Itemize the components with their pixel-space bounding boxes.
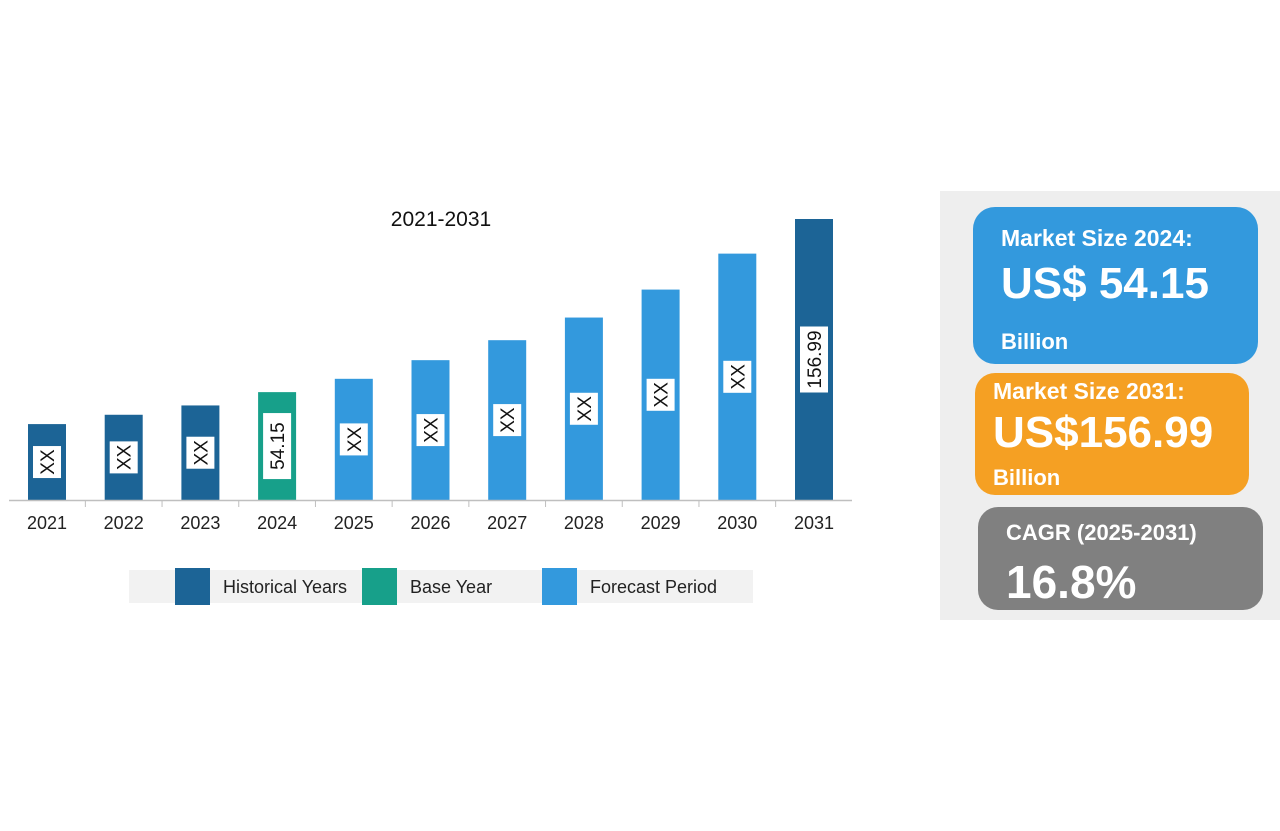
x-tick-label-2028: 2028 — [564, 513, 604, 533]
market-size-2024-unit: Billion — [1001, 329, 1069, 354]
chart-title: 2021-2031 — [391, 208, 491, 231]
data-label-box — [186, 436, 215, 469]
data-label-box — [416, 414, 445, 447]
data-label-text: XX — [652, 382, 673, 408]
data-label-box — [263, 413, 292, 480]
x-axis-ticks: 2021 2022 2023 2024 2025 2026 2027 2028 2029 2030… — [27, 500, 834, 533]
data-label-2023: XX — [186, 436, 215, 469]
data-label-text: XX — [575, 396, 596, 422]
data-label-text: XX — [38, 449, 59, 475]
data-label-2028: XX — [569, 392, 598, 425]
market-size-2031-label: Market Size 2031: — [993, 378, 1185, 404]
x-tick-label-2029: 2029 — [641, 513, 681, 533]
data-label-text: XX — [115, 444, 136, 470]
legend-background — [129, 570, 753, 603]
x-tick-label-2021: 2021 — [27, 513, 67, 533]
data-label-box — [569, 392, 598, 425]
data-label-text: 156.99 — [805, 330, 826, 388]
market-size-2031-value: US$156.99 — [993, 408, 1214, 457]
data-label-box — [339, 423, 368, 456]
data-label-box — [723, 360, 752, 393]
data-label-2024: 54.15 — [263, 413, 292, 480]
legend-swatch-historical — [175, 568, 210, 605]
cagr-card: CAGR (2025-2031) 16.8% — [978, 507, 1263, 610]
cagr-value: 16.8% — [1006, 556, 1137, 608]
data-label-2025: XX — [339, 423, 368, 456]
data-label-box — [800, 326, 828, 393]
x-tick-label-2025: 2025 — [334, 513, 374, 533]
legend-label-historical: Historical Years — [223, 577, 347, 597]
data-label-box — [493, 404, 522, 437]
data-label-text: XX — [728, 364, 749, 390]
market-size-2031-unit: Billion — [993, 465, 1061, 490]
data-label-2029: XX — [646, 378, 675, 411]
x-tick-label-2027: 2027 — [487, 513, 527, 533]
market-size-chart: 2021-2031 XX XX XX 54.15 XX XX XX XX XX XX 156.99 … — [9, 208, 852, 605]
data-label-2030: XX — [723, 360, 752, 393]
x-tick-label-2026: 2026 — [410, 513, 450, 533]
x-tick-label-2023: 2023 — [180, 513, 220, 533]
data-label-box — [646, 378, 675, 411]
bars-layer: XX XX XX 54.15 XX XX XX XX XX XX 156.99 — [28, 219, 833, 500]
data-label-text: XX — [498, 407, 519, 433]
x-tick-label-2031: 2031 — [794, 513, 834, 533]
market-size-2031-card: Market Size 2031: US$156.99 Billion — [975, 373, 1249, 495]
cagr-label: CAGR (2025-2031) — [1006, 520, 1197, 545]
data-label-2021: XX — [33, 446, 61, 479]
x-tick-label-2022: 2022 — [104, 513, 144, 533]
market-size-2024-label: Market Size 2024: — [1001, 225, 1193, 251]
data-label-text: 54.15 — [268, 422, 289, 470]
data-label-2022: XX — [109, 441, 138, 474]
data-label-text: XX — [191, 440, 212, 466]
data-label-2026: XX — [416, 414, 445, 447]
kpi-panel: Market Size 2024: US$ 54.15 Billion Mark… — [940, 191, 1280, 620]
legend-swatch-forecast — [542, 568, 577, 605]
data-label-2027: XX — [493, 404, 522, 437]
market-size-2024-value: US$ 54.15 — [1001, 259, 1209, 308]
data-label-box — [33, 446, 61, 479]
data-label-box — [109, 441, 138, 474]
legend: Historical Years Base Year Forecast Period — [129, 568, 753, 605]
data-label-text: XX — [422, 417, 443, 443]
x-tick-label-2024: 2024 — [257, 513, 297, 533]
legend-label-base: Base Year — [410, 577, 492, 597]
data-label-2031: 156.99 — [800, 326, 828, 393]
data-label-text: XX — [345, 426, 366, 452]
legend-swatch-base — [362, 568, 397, 605]
legend-label-forecast: Forecast Period — [590, 577, 717, 597]
x-tick-label-2030: 2030 — [717, 513, 757, 533]
market-size-2024-card: Market Size 2024: US$ 54.15 Billion — [973, 207, 1258, 364]
